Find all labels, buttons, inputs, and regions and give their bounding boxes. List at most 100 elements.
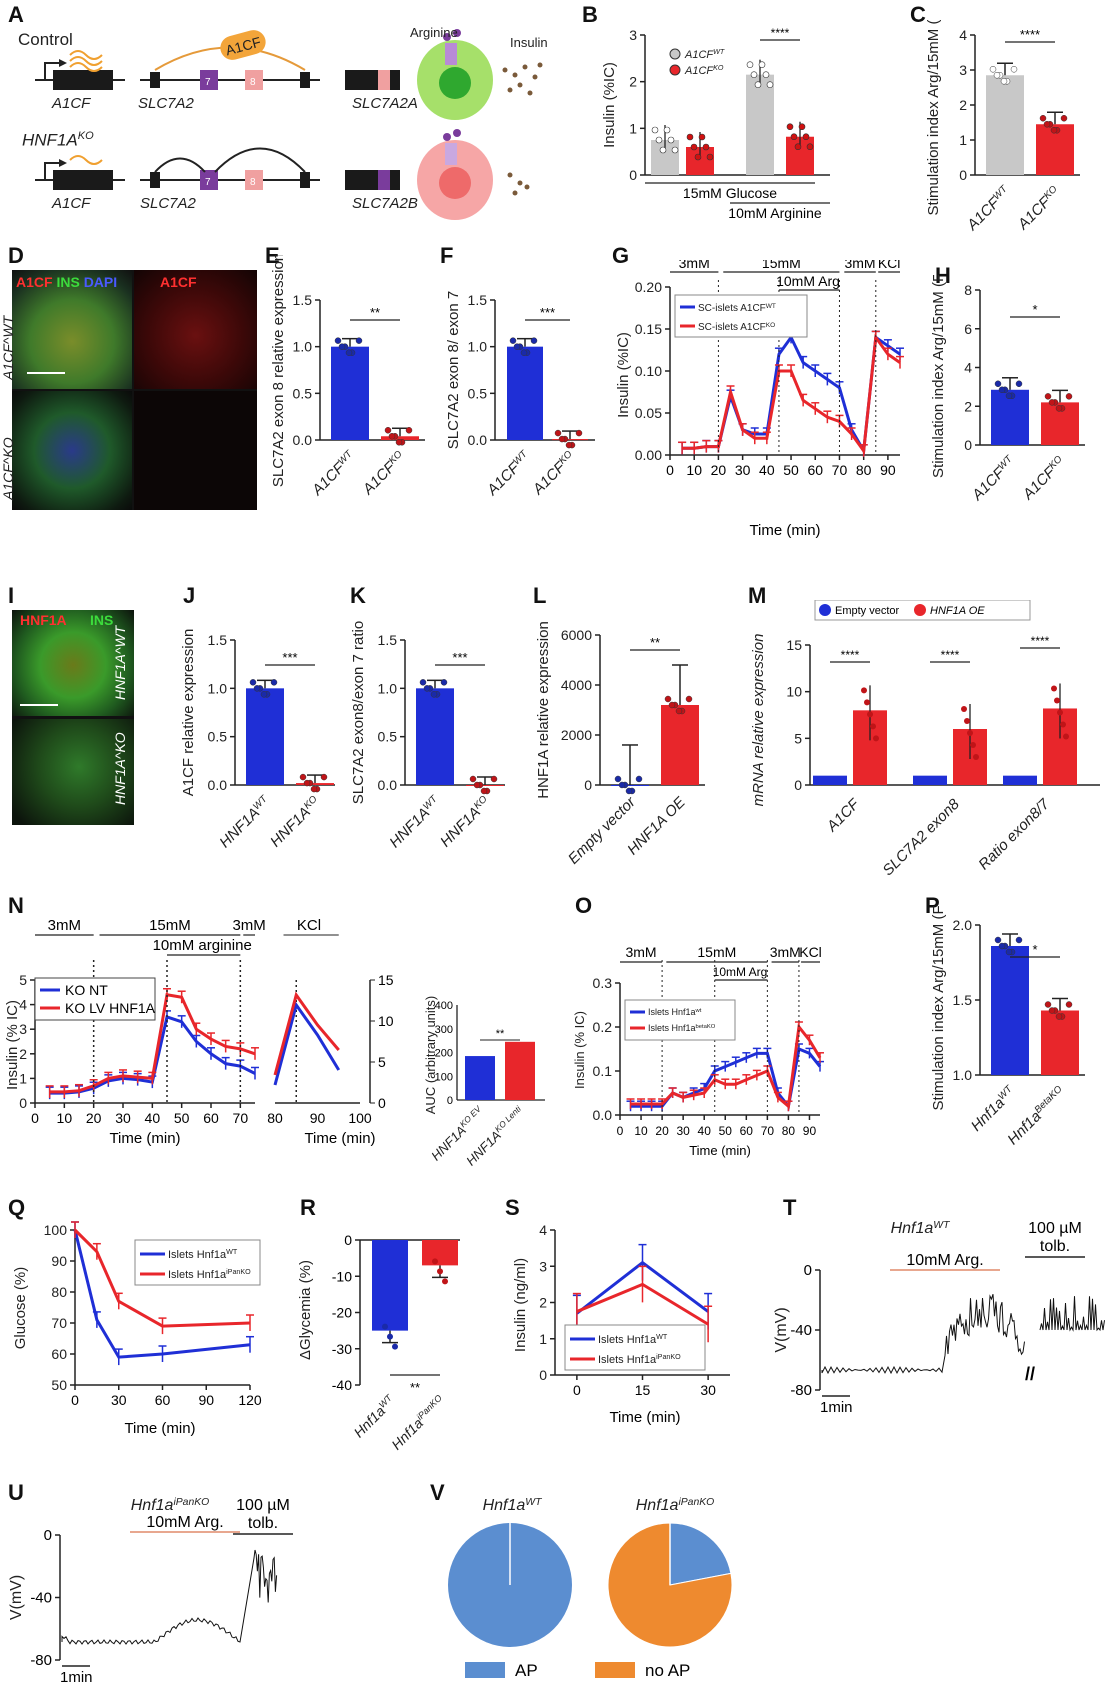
- chart-M-xtick-label: Ratio exon8/7: [975, 795, 1053, 873]
- chart-O-cond-label: 15mM: [697, 944, 736, 960]
- chart-N-kcl-series: [275, 995, 339, 1075]
- trace-T-ytick-label: -40: [790, 1322, 812, 1339]
- chart-P-point: [1045, 1002, 1051, 1008]
- chart-O-legend-label: Islets Hnf1awt: [648, 1007, 702, 1017]
- chart-E-point: [396, 439, 402, 445]
- chart-P-xtick-label: Hnf1aBetaKO: [1004, 1083, 1069, 1148]
- chart-O-xlabel: Time (min): [689, 1143, 751, 1158]
- chart-N-xtick-label: 40: [145, 1110, 161, 1126]
- chart-H-ytick-label: 0: [964, 437, 972, 453]
- chart-J-ytick-label: 0.5: [208, 729, 228, 745]
- chart-F-ytick-label: 1.5: [468, 292, 488, 308]
- chart-M-point: [1060, 721, 1066, 727]
- chart-H-sig-label: *: [1032, 302, 1037, 317]
- chart-L-point: [686, 696, 692, 702]
- chart-P-point: [999, 943, 1005, 949]
- chart-B-xlabel2: 10mM Arginine: [728, 205, 822, 221]
- chart-B-point: [751, 72, 757, 78]
- chart-N-auc-ytick-label: 0: [447, 1095, 453, 1107]
- chart-B-point: [799, 124, 805, 130]
- chart-S-xlabel: Time (min): [609, 1409, 680, 1426]
- chart-B-point: [695, 154, 701, 160]
- chart-M-point: [861, 687, 867, 693]
- label-slc7a2-1: SLC7A2: [138, 95, 194, 112]
- chart-K-xtick-label: HNF1AWT: [386, 793, 445, 852]
- chart-G-ytick-label: 0.15: [635, 321, 662, 337]
- label-d-row1: A1CF^WT: [0, 316, 16, 380]
- pie-V-legend-label: no AP: [645, 1661, 690, 1680]
- chart-M-bar: [1003, 776, 1037, 785]
- chart-K-point: [424, 685, 430, 691]
- chart-F-xtick-label: A1CFWT: [483, 448, 535, 500]
- trace-u: 0-40-80V(mV)Hnf1aiPanKO10mM Arg.100 µMto…: [5, 1490, 340, 1683]
- chart-J-point: [271, 679, 277, 685]
- chart-N-auc-ylabel: AUC (arbitrary units): [423, 996, 438, 1114]
- chart-h: 02468A1CFWTA1CFKO*Stimulation index Arg/…: [925, 275, 1105, 545]
- chart-N-xtick-label: 30: [115, 1110, 131, 1126]
- chart-C-ylabel: Stimulation index Arg/15mM (FC): [925, 20, 942, 215]
- chart-c: 01234A1CFWTA1CFKO****Stimulation index A…: [920, 20, 1105, 260]
- chart-S-ytick-label: 2: [539, 1295, 547, 1311]
- chart-M-xtick-label: SLC7A2 exon8: [879, 795, 963, 879]
- chart-K-point: [431, 691, 437, 697]
- trace-T-signal2: [1040, 1296, 1105, 1330]
- chart-N-ylabel: Insulin (% IC): [5, 1000, 21, 1090]
- chart-E-ylabel: SLC7A2 exon 8 relative expression: [270, 255, 287, 487]
- chart-s: 012340 15 30Time (min)Insulin (ng/ml) Islet…: [505, 1210, 760, 1445]
- chart-C-point: [1051, 127, 1057, 133]
- chart-B-bar: [746, 75, 774, 175]
- chart-M-legend-label: HNF1A OE: [930, 605, 985, 617]
- chart-G-cond-label: 15mM: [762, 260, 801, 271]
- chart-C-point: [994, 72, 1000, 78]
- chart-H-point: [995, 381, 1001, 387]
- trace-U-tolb1: 100 µM: [236, 1497, 290, 1514]
- chart-Q-ytick-label: 100: [44, 1222, 68, 1238]
- chart-J-point: [250, 679, 256, 685]
- chart-N-xtick-label: 20: [86, 1110, 102, 1126]
- chart-M-ylabel: mRNA relative expression: [750, 634, 767, 807]
- chart-C-point: [1061, 115, 1067, 121]
- chart-B-point: [767, 82, 773, 88]
- trace-U-ylabel: V(mV): [8, 1575, 25, 1620]
- chart-F-point: [555, 430, 561, 436]
- chart-K-point: [441, 679, 447, 685]
- chart-R-ytick-label: -40: [332, 1377, 352, 1393]
- chart-F-point: [576, 430, 582, 436]
- label-slc7a2-2: SLC7A2: [140, 195, 196, 212]
- chart-E-sig-label: **: [370, 305, 380, 320]
- chart-L-sig-label: **: [650, 635, 660, 650]
- trace-T-tolb1: 100 µM: [1028, 1220, 1082, 1237]
- chart-J-ytick-label: 1.5: [208, 632, 228, 648]
- chart-J-point: [304, 780, 310, 786]
- trace-T-break: //: [1025, 1364, 1035, 1384]
- chart-G-xtick-label: 80: [856, 462, 872, 478]
- chart-C-ytick-label: 4: [959, 27, 967, 43]
- chart-F-sig-label: ***: [540, 305, 555, 320]
- chart-O-xtick-label: 30: [676, 1124, 690, 1138]
- chart-P-bar: [1041, 1011, 1079, 1076]
- trace-U-scale-label: 1min: [60, 1669, 93, 1683]
- chart-G-ytick-label: 0.05: [635, 405, 662, 421]
- chart-H-ytick-label: 4: [964, 360, 972, 376]
- chart-C-point: [1001, 78, 1007, 84]
- slc7a2-control: A1CF 7 8: [140, 27, 320, 90]
- chart-G-cond-label: 3mM: [844, 260, 875, 271]
- chart-B-point: [687, 134, 693, 140]
- label-i-row1: HNF1A^WT: [112, 626, 128, 700]
- chart-N-xtick2-label: 80: [267, 1110, 283, 1126]
- chart-J-ylabel: A1CF relative expression: [180, 629, 197, 797]
- chart-B-point: [652, 127, 658, 133]
- chart-P-ytick-label: 2.0: [953, 917, 973, 933]
- label-d-row2: A1CF^KO: [0, 437, 16, 500]
- chart-K-sig-label: ***: [452, 650, 467, 665]
- chart-M-ytick-label: 0: [794, 777, 802, 793]
- chart-B-point: [660, 147, 666, 153]
- chart-P-point: [995, 937, 1001, 943]
- chart-M-point: [1051, 685, 1057, 691]
- chart-B-point: [807, 144, 813, 150]
- chart-G-xtick-label: 20: [711, 462, 727, 478]
- chart-N-legend-label: KO LV HNF1A: [65, 1000, 156, 1016]
- chart-P-bar: [991, 946, 1029, 1075]
- chart-j: 0.00.51.01.5HNF1AWTHNF1AKO***A1CF relati…: [175, 600, 355, 890]
- chart-F-point: [566, 442, 572, 448]
